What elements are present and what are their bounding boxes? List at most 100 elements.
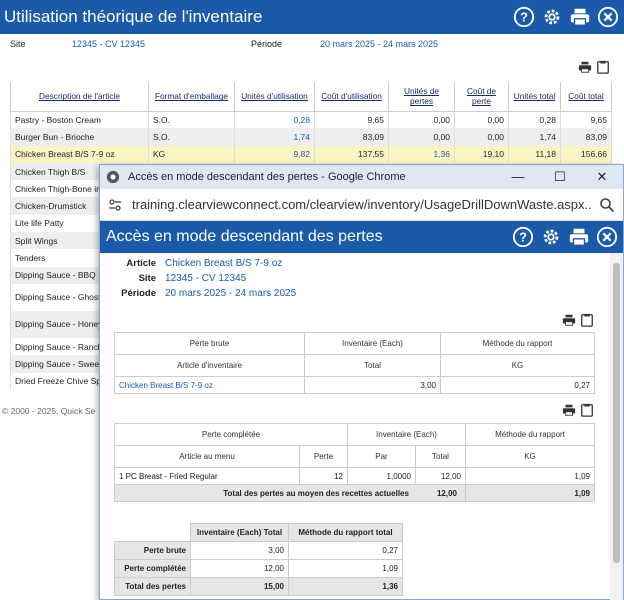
column-header[interactable]: Unités de pertes (388, 82, 455, 112)
table-cell: S.O. (148, 111, 235, 129)
column-header[interactable]: Coût de perte (454, 82, 509, 112)
site-value: 12345 - CV 12345 (165, 273, 247, 284)
table-row[interactable]: Pastry - Boston Cream S.O. 0,28 9,65 0,00 0,0… (10, 111, 612, 129)
drilldown-popup: Accès en mode descendant des pertes - Go… (99, 164, 624, 600)
clipboard-icon[interactable] (580, 313, 594, 327)
table-cell[interactable]: 0,00 (388, 128, 455, 146)
period-value: 20 mars 2025 - 24 mars 2025 (320, 39, 439, 49)
table-cell: 137,55 (314, 145, 389, 163)
col-header: Perte (299, 445, 348, 468)
table-row[interactable]: Burger Bun - Brioche S.O. 1,74 83,09 0,00 0,0… (10, 128, 612, 146)
cell: 1,09 (465, 484, 595, 502)
cell: 0,27 (288, 541, 403, 560)
column-header[interactable]: Format d'emballage (148, 82, 235, 112)
article-value: Chicken Breast B/S 7-9 oz (165, 258, 283, 269)
table-cell: 156,66 (560, 145, 612, 163)
table-cell: 11,18 (508, 145, 561, 163)
column-header[interactable]: Coût total (560, 82, 612, 112)
main-toolbar (578, 60, 610, 74)
col-header: Méthode du rapport total (288, 523, 403, 542)
table-cell[interactable]: 0,28 (234, 111, 315, 129)
column-header[interactable]: Description de l'article (10, 82, 149, 112)
table-cell[interactable]: 1,36 (388, 145, 455, 163)
gear-icon[interactable] (540, 5, 564, 29)
svg-text:?: ? (520, 10, 528, 25)
col-header: Article au menu (114, 445, 300, 468)
page-title: Utilisation théorique de l'inventaire (4, 7, 263, 26)
table-cell: 9,65 (560, 111, 612, 129)
item-link[interactable]: Chicken Breast B/S 7-9 oz (114, 376, 305, 394)
site-label: Site (138, 273, 156, 284)
clipboard-icon[interactable] (580, 403, 594, 417)
main-header: Utilisation théorique de l'inventaire ? (0, 0, 624, 34)
done-toolbar (562, 403, 594, 417)
close-icon[interactable] (595, 225, 619, 249)
col-header: Total (415, 445, 466, 468)
popup-body: Article Chicken Breast B/S 7-9 oz Site 123… (100, 253, 610, 600)
window-close-icon[interactable]: ✕ (596, 169, 608, 184)
period-value: 20 mars 2025 - 24 mars 2025 (165, 288, 297, 299)
col-header: Perte complétée (114, 423, 348, 446)
chrome-icon (106, 170, 120, 184)
cell: 1,0000 (347, 467, 416, 485)
site-label: Site (10, 39, 26, 49)
popup-scrollbar[interactable] (610, 253, 623, 600)
table-cell[interactable]: 1,74 (234, 128, 315, 146)
url-text[interactable]: training.clearviewconnect.com/clearview/… (132, 197, 591, 212)
article-label: Article (126, 258, 156, 269)
column-header[interactable]: Unités d'utilisation (234, 82, 315, 112)
total-label-text: Total des pertes au moyen des recettes a… (223, 488, 409, 498)
total-label: Total des pertes au moyen des recettes a… (114, 484, 466, 502)
table-cell: Pastry - Boston Cream (10, 111, 149, 129)
chrome-titlebar: Accès en mode descendant des pertes - Go… (100, 165, 623, 189)
site-info-icon[interactable] (108, 198, 122, 212)
address-bar[interactable]: training.clearviewconnect.com/clearview/… (100, 189, 623, 221)
total-value: 12,00 (436, 488, 457, 498)
row-label: Perte complétée (114, 559, 191, 578)
row-label: Total des pertes (114, 577, 191, 596)
cell: 1,36 (288, 577, 403, 596)
popup-info: Article Chicken Breast B/S 7-9 oz Site 123… (100, 258, 400, 303)
table-cell: 19,10 (454, 145, 509, 163)
table-row[interactable]: Chicken Breast B/S 7-9 oz KG 9,82 137,55 1,3… (10, 145, 612, 163)
table-cell: KG (148, 145, 235, 163)
close-icon[interactable] (596, 5, 620, 29)
cell: 3,00 (190, 541, 289, 560)
print-icon[interactable] (562, 403, 576, 417)
copyright: © 2000 - 2025, Quick Se (2, 406, 96, 416)
col-header: Article d'inventaire (114, 354, 305, 377)
table-cell[interactable]: 9,82 (234, 145, 315, 163)
table-cell: 0,00 (454, 128, 509, 146)
table-cell[interactable]: 0,00 (388, 111, 455, 129)
summary-table: Inventaire (Each) Total Méthode du rappo… (114, 523, 403, 596)
gear-icon[interactable] (539, 225, 563, 249)
col-header: Inventaire (Each) (304, 332, 441, 355)
popup-title: Accès en mode descendant des pertes (106, 228, 383, 245)
column-header[interactable]: Unités total (508, 82, 561, 112)
print-icon[interactable] (578, 60, 592, 74)
cell: 12,00 (190, 559, 289, 578)
table-cell: 0,00 (454, 111, 509, 129)
scroll-thumb[interactable] (613, 263, 620, 563)
maximize-icon[interactable]: ☐ (554, 169, 566, 184)
column-header[interactable]: Coût d'utilisation (314, 82, 389, 112)
cell: 1 PC Breast - Fried Regular (114, 467, 300, 485)
col-header: Par (347, 445, 416, 468)
col-header: Inventaire (Each) (347, 423, 466, 446)
cell: 12,00 (415, 467, 466, 485)
col-header: KG (465, 445, 595, 468)
popup-header: Accès en mode descendant des pertes ? (100, 221, 623, 253)
print-icon[interactable] (562, 313, 576, 327)
print-icon[interactable] (567, 225, 591, 249)
period-label: Période (121, 288, 156, 299)
clipboard-icon[interactable] (596, 60, 610, 74)
print-icon[interactable] (568, 5, 592, 29)
cell: 15,00 (190, 577, 289, 596)
help-icon[interactable]: ? (511, 225, 535, 249)
col-header: Méthode du rapport (465, 423, 595, 446)
zoom-icon[interactable] (599, 197, 615, 213)
help-icon[interactable]: ? (512, 5, 536, 29)
col-header: Total (304, 354, 441, 377)
minimize-icon[interactable]: — (511, 169, 525, 184)
table-cell: 9,65 (314, 111, 389, 129)
